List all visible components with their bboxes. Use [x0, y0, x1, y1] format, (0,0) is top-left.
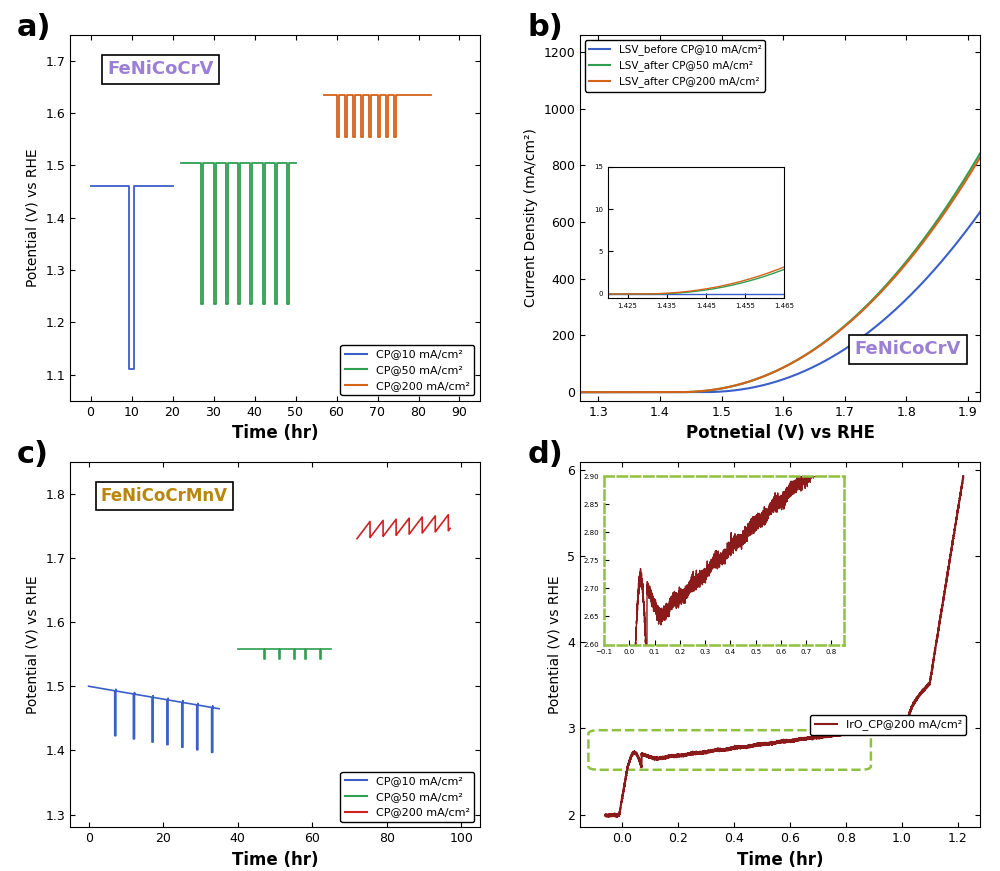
X-axis label: Time (hr): Time (hr) — [232, 851, 318, 869]
X-axis label: Potnetial (V) vs RHE: Potnetial (V) vs RHE — [686, 424, 874, 442]
Legend: IrO_CP@200 mA/cm²: IrO_CP@200 mA/cm² — [810, 715, 966, 735]
Legend: LSV_before CP@10 mA/cm², LSV_after CP@50 mA/cm², LSV_after CP@200 mA/cm²: LSV_before CP@10 mA/cm², LSV_after CP@50… — [585, 40, 765, 91]
Text: a): a) — [17, 13, 51, 42]
Text: FeNiCoCrV: FeNiCoCrV — [855, 341, 961, 359]
Text: FeNiCoCrV: FeNiCoCrV — [107, 60, 213, 78]
Text: FeNiCoCrMnV: FeNiCoCrMnV — [101, 487, 228, 505]
X-axis label: Time (hr): Time (hr) — [737, 851, 823, 869]
Y-axis label: Current Density (mA/cm²): Current Density (mA/cm²) — [524, 128, 538, 307]
Legend: CP@10 mA/cm², CP@50 mA/cm², CP@200 mA/cm²: CP@10 mA/cm², CP@50 mA/cm², CP@200 mA/cm… — [340, 345, 474, 395]
Y-axis label: Potential (V) vs RHE: Potential (V) vs RHE — [548, 575, 562, 714]
Legend: CP@10 mA/cm², CP@50 mA/cm², CP@200 mA/cm²: CP@10 mA/cm², CP@50 mA/cm², CP@200 mA/cm… — [340, 772, 474, 822]
Y-axis label: Potential (V) vs RHE: Potential (V) vs RHE — [26, 148, 40, 287]
Y-axis label: Potential (V) vs RHE: Potential (V) vs RHE — [26, 575, 40, 714]
Text: c): c) — [17, 440, 49, 469]
X-axis label: Time (hr): Time (hr) — [232, 424, 318, 442]
Text: d): d) — [528, 440, 564, 469]
Text: b): b) — [528, 13, 564, 42]
